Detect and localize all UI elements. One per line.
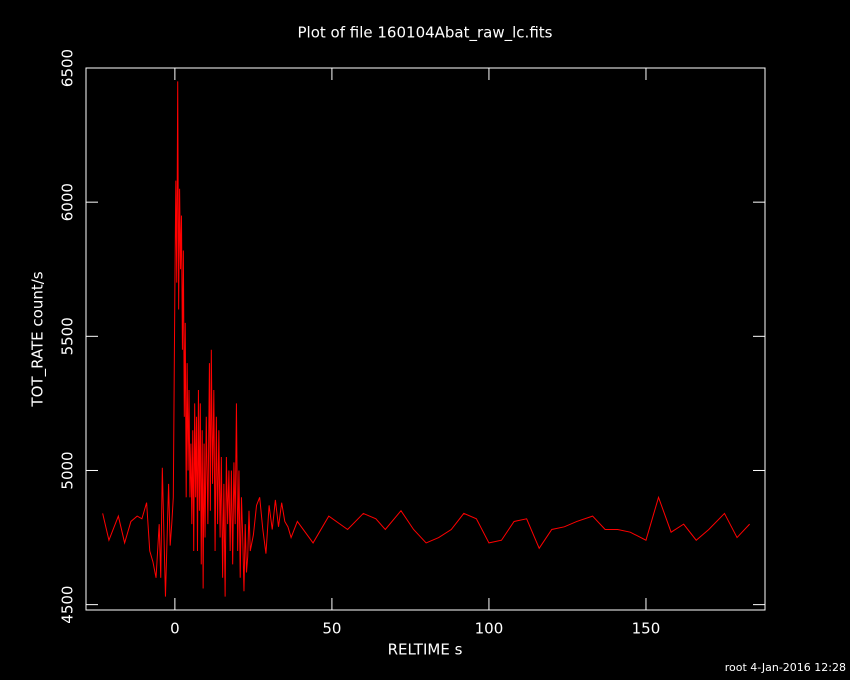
y-tick-label: 5500: [59, 317, 77, 355]
x-axis-label: RELTIME s: [388, 641, 463, 659]
x-tick-label: 50: [322, 620, 341, 638]
plot-frame: [85, 67, 766, 611]
x-tick-label: 0: [170, 620, 180, 638]
chart-title: Plot of file 160104Abat_raw_lc.fits: [298, 24, 553, 43]
y-tick-label: 4500: [59, 586, 77, 624]
y-axis-label: TOT_RATE count/s: [29, 271, 48, 407]
data-line: [102, 81, 750, 597]
footer: root 4-Jan-2016 12:28: [725, 661, 846, 674]
y-tick-label: 5000: [59, 451, 77, 489]
x-tick-label: 100: [475, 620, 504, 638]
x-tick-label: 150: [632, 620, 661, 638]
y-tick-label: 6500: [59, 49, 77, 87]
y-tick-label: 6000: [59, 183, 77, 221]
